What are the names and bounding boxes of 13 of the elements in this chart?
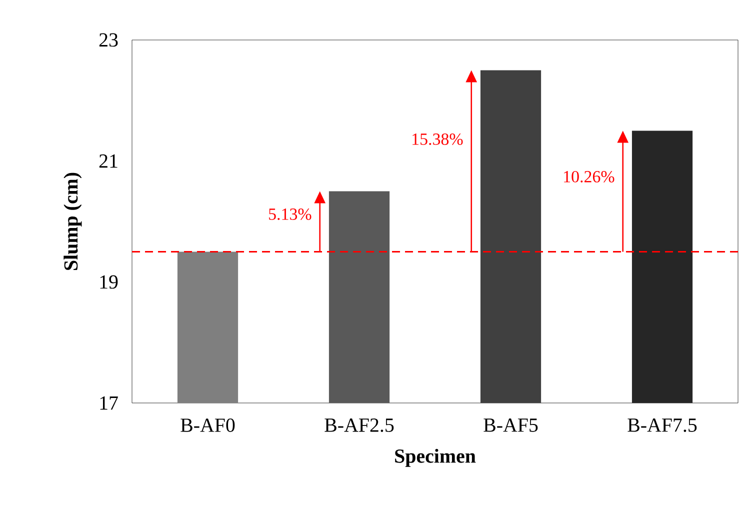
y-tick-label: 17 bbox=[100, 396, 118, 410]
x-tick-label: B-AF7.5 bbox=[628, 418, 697, 432]
annotation: 15.38% bbox=[412, 133, 463, 145]
x-tick-label: B-AF5 bbox=[484, 418, 538, 432]
y-tick-label: 21 bbox=[99, 154, 118, 168]
annotation: 5.13% bbox=[269, 208, 312, 220]
x-tick-label: B-AF0 bbox=[180, 418, 235, 432]
y-tick-label: 23 bbox=[99, 33, 118, 47]
y-tick-label: 19 bbox=[100, 275, 118, 289]
x-tick-label: B-AF2.5 bbox=[324, 418, 394, 432]
x-axis-title: Specimen bbox=[395, 448, 476, 467]
annotation: 10.26% bbox=[564, 170, 614, 182]
y-axis-title: Slump (cm) bbox=[64, 172, 82, 270]
